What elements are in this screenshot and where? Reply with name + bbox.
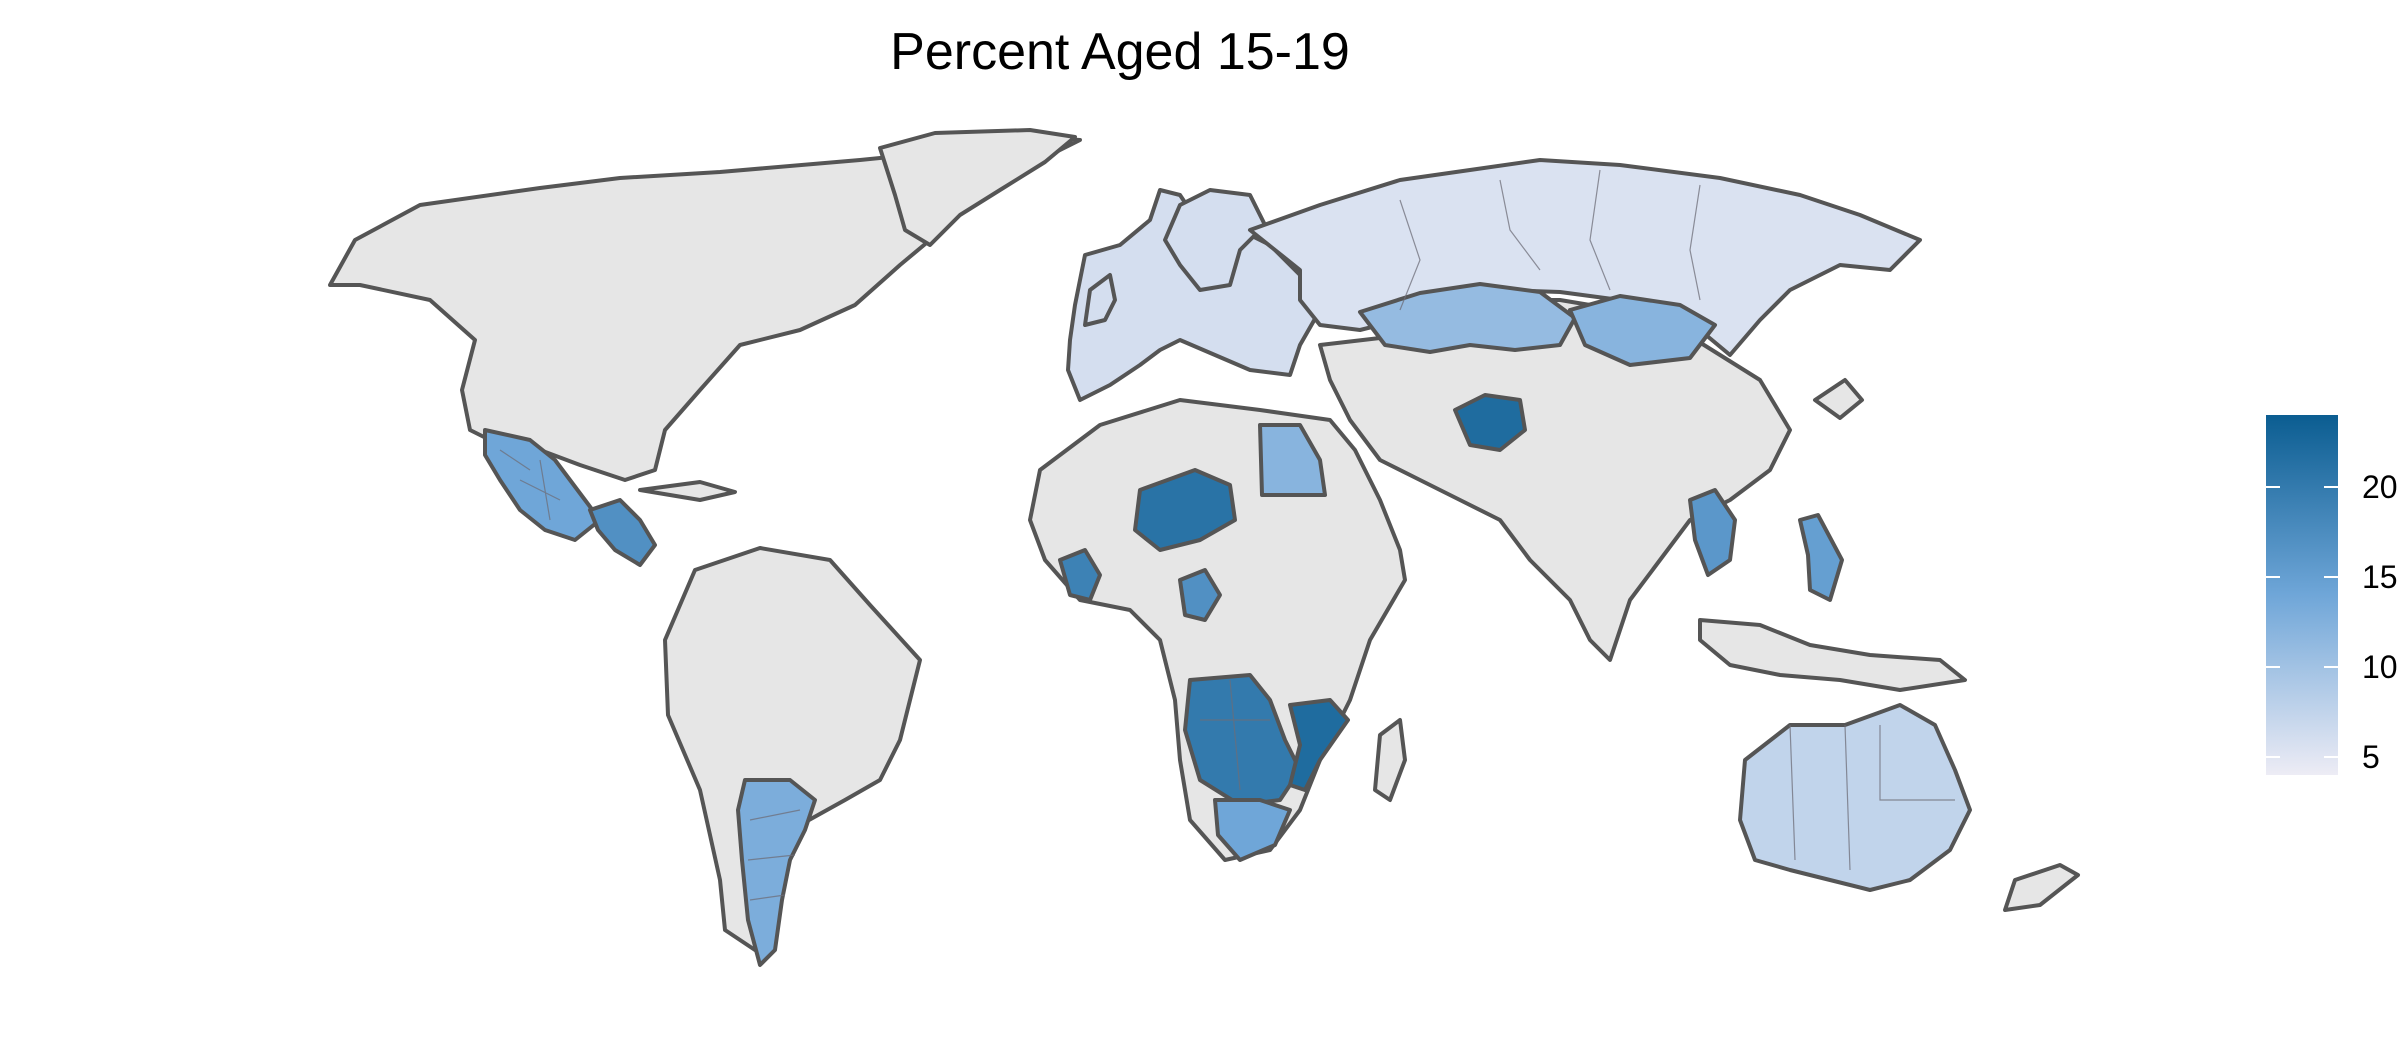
japan — [1813, 378, 1864, 420]
afghanistan — [1453, 393, 1527, 452]
north-america — [328, 136, 1082, 482]
mozambique — [1288, 698, 1350, 792]
cameroon — [1178, 568, 1222, 622]
southeast-asia — [1688, 488, 1737, 577]
legend-tick-label: 10 — [2362, 649, 2398, 685]
philippines — [1798, 513, 1844, 602]
australia — [1738, 703, 1972, 892]
south-america — [663, 546, 922, 952]
egypt — [1258, 423, 1327, 497]
subdivision-lines — [499, 169, 1955, 901]
niger — [1133, 468, 1237, 552]
argentina — [736, 778, 817, 967]
greenland — [878, 128, 1077, 247]
scandinavia — [1163, 188, 1267, 292]
mexico-subdivisions — [499, 449, 561, 521]
legend-tick-label: 15 — [2362, 559, 2398, 595]
madagascar — [1373, 718, 1407, 802]
russia-subdivisions — [1399, 169, 1701, 311]
central-america — [588, 498, 657, 567]
southern-africa-subdivisions — [1200, 679, 1270, 791]
kazakhstan — [1358, 282, 1577, 354]
legend-ticks: 5 10 15 20 — [2266, 469, 2398, 775]
south-africa — [1213, 798, 1292, 862]
europe — [1066, 188, 1322, 402]
new-zealand — [2003, 863, 2080, 912]
uk-ireland — [1083, 273, 1117, 327]
caribbean — [638, 480, 737, 502]
mexico — [483, 428, 602, 542]
argentina-subdivisions — [747, 809, 801, 901]
color-legend: 5 10 15 20 — [2266, 415, 2398, 775]
legend-tick-label: 5 — [2362, 739, 2380, 775]
asia — [1318, 298, 1792, 662]
legend-color-bar — [2266, 415, 2338, 775]
indonesia — [1698, 618, 1967, 692]
australia-subdivisions — [1789, 724, 1955, 871]
legend-tick-label: 20 — [2362, 469, 2398, 505]
land-masses — [328, 128, 2080, 967]
map-title: Percent Aged 15-19 — [890, 23, 1350, 81]
west-africa — [1058, 548, 1102, 602]
mongolia — [1568, 294, 1717, 367]
